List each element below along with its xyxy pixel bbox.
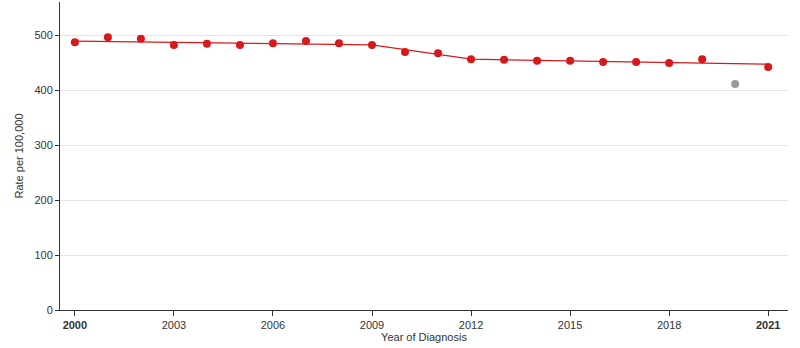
svg-text:2018: 2018: [657, 319, 681, 331]
svg-text:500: 500: [34, 29, 52, 41]
svg-text:2000: 2000: [63, 319, 87, 331]
svg-text:Year of Diagnosis: Year of Diagnosis: [381, 331, 467, 343]
svg-text:400: 400: [34, 84, 52, 96]
svg-text:300: 300: [34, 139, 52, 151]
svg-text:Rate per 100,000: Rate per 100,000: [13, 113, 25, 198]
svg-text:2009: 2009: [360, 319, 384, 331]
svg-text:2006: 2006: [261, 319, 285, 331]
svg-text:100: 100: [34, 249, 52, 261]
svg-text:0: 0: [47, 304, 53, 316]
svg-text:2003: 2003: [162, 319, 186, 331]
svg-text:2015: 2015: [558, 319, 582, 331]
svg-text:200: 200: [34, 194, 52, 206]
svg-text:2012: 2012: [459, 319, 483, 331]
svg-text:2021: 2021: [756, 319, 780, 331]
